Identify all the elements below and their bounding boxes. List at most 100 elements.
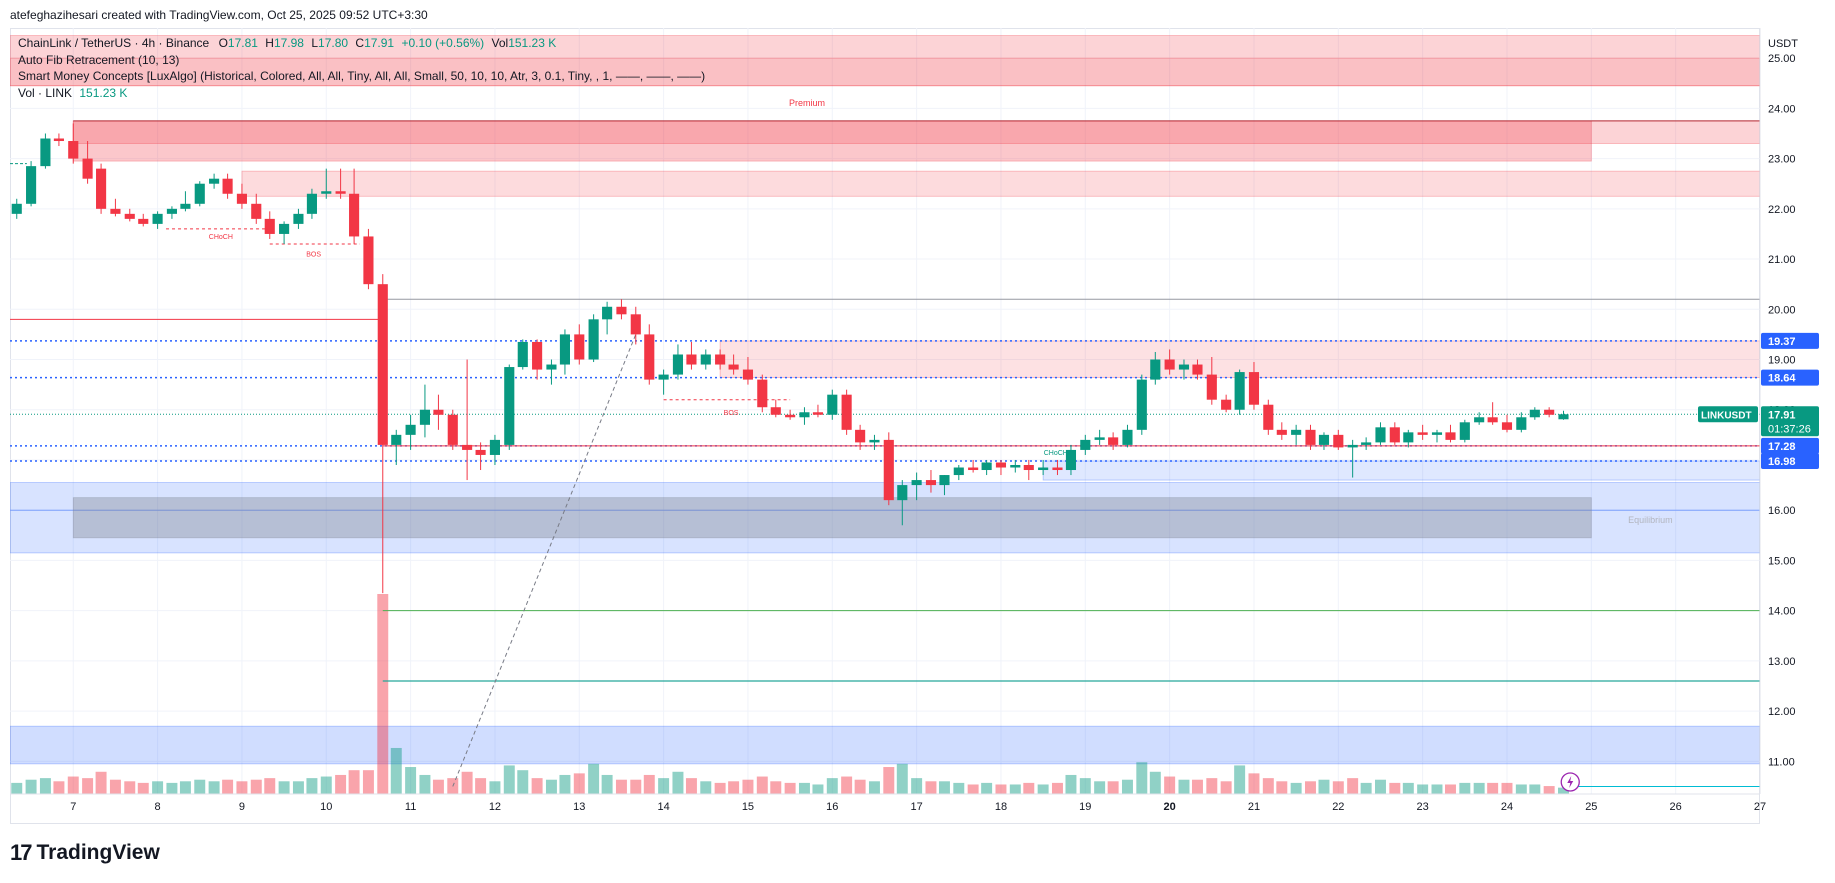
candle-body: [1065, 449, 1077, 471]
candle: [770, 399, 781, 418]
candle-body: [68, 141, 79, 159]
volume-bar: [1529, 784, 1541, 794]
candle: [1164, 349, 1175, 375]
candle: [1459, 419, 1470, 443]
volume-bar: [503, 765, 515, 794]
candle-body: [1347, 444, 1358, 448]
candle: [1094, 429, 1105, 445]
candle-body: [644, 334, 655, 380]
candle: [925, 470, 937, 493]
candle: [110, 198, 121, 217]
volume-bar: [1121, 779, 1133, 794]
candle-body: [841, 394, 852, 430]
price-tick-label: 11.00: [1768, 756, 1795, 768]
volume-bar: [1149, 771, 1161, 794]
volume-bar: [911, 778, 923, 794]
legend-low: 17.80: [318, 36, 349, 50]
candle: [532, 339, 543, 380]
volume-bar: [278, 781, 290, 794]
volume-bar: [250, 779, 262, 794]
volume-bar: [714, 782, 726, 794]
candle-body: [1459, 422, 1470, 440]
candle: [588, 314, 599, 363]
candle-body: [517, 341, 528, 368]
candle-body: [236, 193, 247, 204]
time-tick-label: 24: [1501, 801, 1513, 813]
volume-bar: [685, 778, 697, 794]
volume-bar: [95, 771, 107, 794]
legend-vol: 151.23 K: [508, 36, 557, 50]
candle-body: [616, 306, 627, 315]
candle: [1178, 359, 1190, 380]
candle: [1474, 412, 1485, 425]
candle: [391, 429, 402, 465]
candle-body: [363, 236, 374, 285]
volume-bar: [742, 779, 754, 794]
legend-indicator-fib[interactable]: Auto Fib Retracement (10, 13): [18, 52, 180, 67]
candle: [462, 359, 473, 481]
candle-body: [1318, 434, 1330, 445]
volume-bar: [1206, 778, 1218, 794]
candle: [1291, 424, 1302, 445]
legend-symbol-row[interactable]: ChainLink / TetherUS · 4h · Binance O17.…: [18, 35, 705, 52]
volume-bar: [1543, 786, 1555, 794]
time-tick-label: 26: [1670, 801, 1682, 813]
legend-indicator-smc[interactable]: Smart Money Concepts [LuxAlgo] (Historic…: [18, 69, 706, 83]
candle: [251, 193, 262, 224]
candle-body: [26, 166, 37, 204]
volume-bar: [306, 778, 318, 794]
candle: [968, 459, 979, 473]
volume-bar: [67, 776, 79, 794]
candle-body: [1248, 372, 1260, 405]
candle: [883, 432, 894, 506]
candle: [1052, 459, 1063, 476]
candle: [363, 228, 374, 290]
legend-symbol[interactable]: ChainLink / TetherUS · 4h · Binance: [18, 36, 210, 50]
candle-body: [1529, 409, 1540, 418]
time-tick-label: 12: [489, 801, 501, 813]
volume-bar: [348, 770, 360, 794]
candle-body: [1038, 467, 1049, 471]
time-tick-label: 16: [826, 801, 838, 813]
candle-body: [180, 203, 191, 209]
candle: [1318, 432, 1330, 450]
volume-bar: [1445, 784, 1456, 794]
volume-bar: [531, 778, 543, 794]
price-tick-label: 13.00: [1768, 656, 1796, 668]
candle-body: [869, 439, 880, 443]
volume-bar: [1389, 782, 1401, 794]
price-tag-label: 18.64: [1768, 373, 1796, 385]
time-tick-label: 9: [239, 801, 245, 813]
candle-body: [1431, 432, 1443, 435]
price-tag-box: [1761, 332, 1819, 349]
legend-close-label: C: [355, 36, 365, 50]
volume-bar: [1473, 782, 1485, 794]
tradingview-logo-text: TradingView: [36, 841, 160, 864]
candle: [1544, 407, 1555, 418]
legend-indicator-vol[interactable]: Vol · LINK 151.23 K: [18, 85, 705, 102]
plot-area: [10, 28, 1760, 794]
candle: [869, 434, 880, 450]
candle: [1206, 357, 1217, 405]
candle: [124, 208, 135, 222]
volume-bar: [854, 779, 866, 794]
legend-change: +0.10 (+0.56%): [401, 36, 485, 50]
candle-body: [559, 334, 570, 365]
candle: [68, 123, 79, 164]
candle: [152, 211, 163, 229]
candle-body: [1234, 372, 1245, 410]
volume-bar: [1347, 778, 1359, 794]
tradingview-logo[interactable]: 17 TradingView: [10, 840, 160, 866]
volume-bar: [770, 781, 782, 794]
volume-bar: [995, 784, 1007, 794]
volume-bar: [1305, 781, 1316, 794]
candle-body: [532, 341, 543, 370]
volume-bar: [630, 779, 642, 794]
volume-bar: [1558, 787, 1569, 794]
price-tick-label: 25.00: [1768, 53, 1796, 65]
price-tick-label: 20.00: [1768, 304, 1796, 316]
candle-body: [1417, 432, 1428, 435]
volume-bar: [1178, 779, 1190, 794]
candle: [1276, 422, 1287, 440]
